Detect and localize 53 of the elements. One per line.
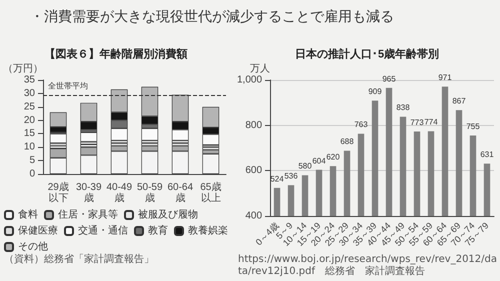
legend-label: 住居・家具等 <box>58 208 118 220</box>
x-tick-label: 65歳以上 <box>200 181 222 204</box>
bar <box>202 154 220 174</box>
x-tick-label: 29歳以下 <box>48 181 69 204</box>
legend-label: 交通・通信 <box>78 224 128 236</box>
x-tick-label: 50-59歳 <box>136 182 163 204</box>
y-tick-label: 600 <box>245 165 262 176</box>
data-label: 604 <box>312 156 326 166</box>
data-label: 773 <box>410 118 424 127</box>
y-tick-label: 800 <box>245 120 262 131</box>
x-tick-label: 30-39歳 <box>76 182 102 204</box>
legend-label: 被服及び履物 <box>138 208 198 220</box>
y-tick-label: 30 <box>24 88 36 99</box>
x-tick-label: 60-64歳 <box>167 182 194 204</box>
legend-label: 教養娯楽 <box>188 224 228 236</box>
legend-label: 食料 <box>18 208 38 220</box>
bar <box>141 128 158 140</box>
y-axis-title: 万人 <box>250 64 270 74</box>
y-tick-label: 15 <box>24 128 36 140</box>
y-axis-title: （万円） <box>3 64 43 74</box>
data-label: 971 <box>438 73 452 82</box>
data-label: 688 <box>340 137 354 146</box>
chart-title: 【図表６】年齢階層別消費額 <box>44 48 188 60</box>
y-tick-label: 1,000 <box>236 74 262 86</box>
y-tick-label: 25 <box>24 101 36 112</box>
bar <box>202 147 220 150</box>
text: （資料）総務省「家計調査報告」 <box>4 254 155 266</box>
chart-title: 日本の推計人口･5歳年齢帯別 <box>294 48 440 60</box>
data-label: 909 <box>368 87 382 96</box>
bar <box>80 132 98 142</box>
data-label: 755 <box>466 122 480 132</box>
data-label: 838 <box>396 103 410 112</box>
data-label: 580 <box>298 162 312 171</box>
data-label: 774 <box>424 118 438 127</box>
x-tick-label: 40-49歳 <box>106 182 132 204</box>
legend-label: その他 <box>18 240 48 252</box>
y-tick-label: 20 <box>24 114 36 126</box>
y-tick-label: 5 <box>29 155 36 166</box>
data-label: 965 <box>382 74 396 84</box>
y-tick-label: 0 <box>29 168 36 180</box>
data-label: 620 <box>326 152 340 162</box>
data-label: 631 <box>480 150 494 160</box>
legend-label: 教育 <box>148 224 168 236</box>
y-tick-label: 35 <box>24 74 36 86</box>
y-tick-label: 400 <box>245 210 262 222</box>
text: https://www.boj.or.jp/research/wps_rev/rev_2012/data/rev12j10.pdf 総務省 家計調査報告 <box>238 254 498 278</box>
ref-line-label: 全世帯平均 <box>48 81 88 90</box>
data-label: 763 <box>354 120 368 130</box>
text: ・消費需要が大きな現役世代が減少することで雇用も減る <box>30 8 395 26</box>
data-label: 867 <box>452 96 466 106</box>
y-tick-label: 10 <box>24 142 36 153</box>
legend-label: 保健医療 <box>18 224 58 236</box>
data-label: 536 <box>284 172 298 181</box>
